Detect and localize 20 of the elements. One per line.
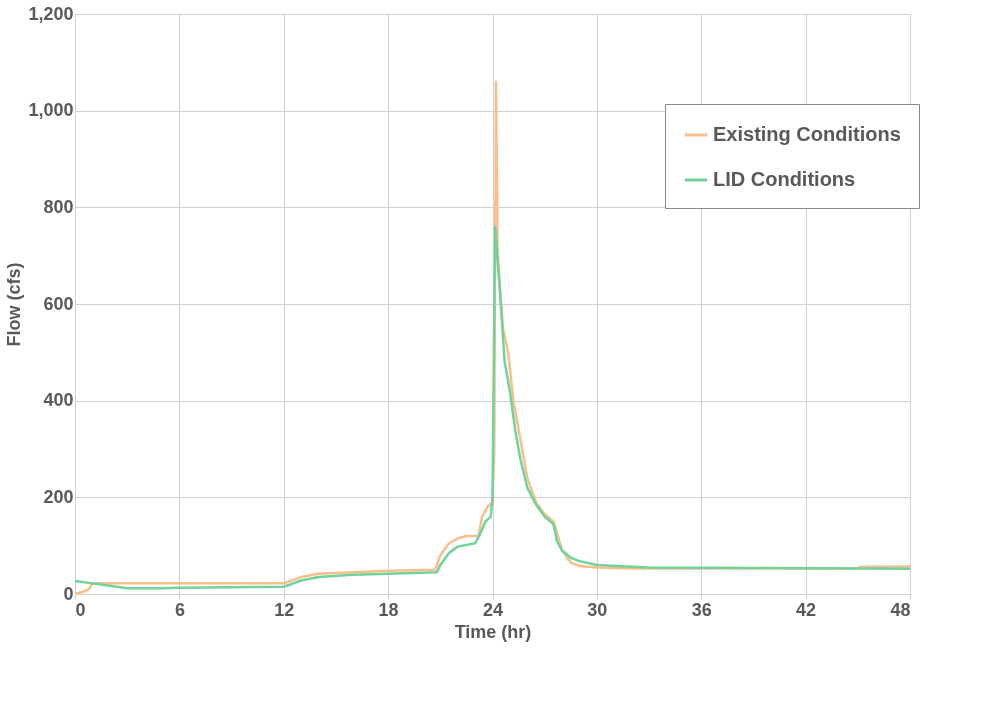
x-tick-label: 48 <box>890 599 911 620</box>
line-series <box>73 225 912 590</box>
x-tick-label: 18 <box>378 599 399 620</box>
x-tick-label: 30 <box>587 599 608 620</box>
x-tick-label: 24 <box>482 599 504 620</box>
y-tick-label: 400 <box>43 390 74 411</box>
x-axis-title: Time (hr) <box>454 621 532 642</box>
x-tick-label: 12 <box>274 599 295 620</box>
x-tick-label: 6 <box>174 599 185 620</box>
legend-label: Existing Conditions <box>713 123 901 145</box>
y-tick-label: 1,200 <box>28 3 74 24</box>
y-tick-label: 600 <box>43 293 74 314</box>
y-axis-title: Flow (cfs) <box>4 262 25 347</box>
y-tick-label: 800 <box>43 196 74 217</box>
x-tick-label: 42 <box>796 599 817 620</box>
y-tick-label: 0 <box>63 583 74 604</box>
y-tick-label: 1,000 <box>28 100 74 121</box>
y-tick-label: 200 <box>43 486 74 507</box>
x-tick-label: 36 <box>691 599 712 620</box>
legend-label: LID Conditions <box>713 168 856 190</box>
